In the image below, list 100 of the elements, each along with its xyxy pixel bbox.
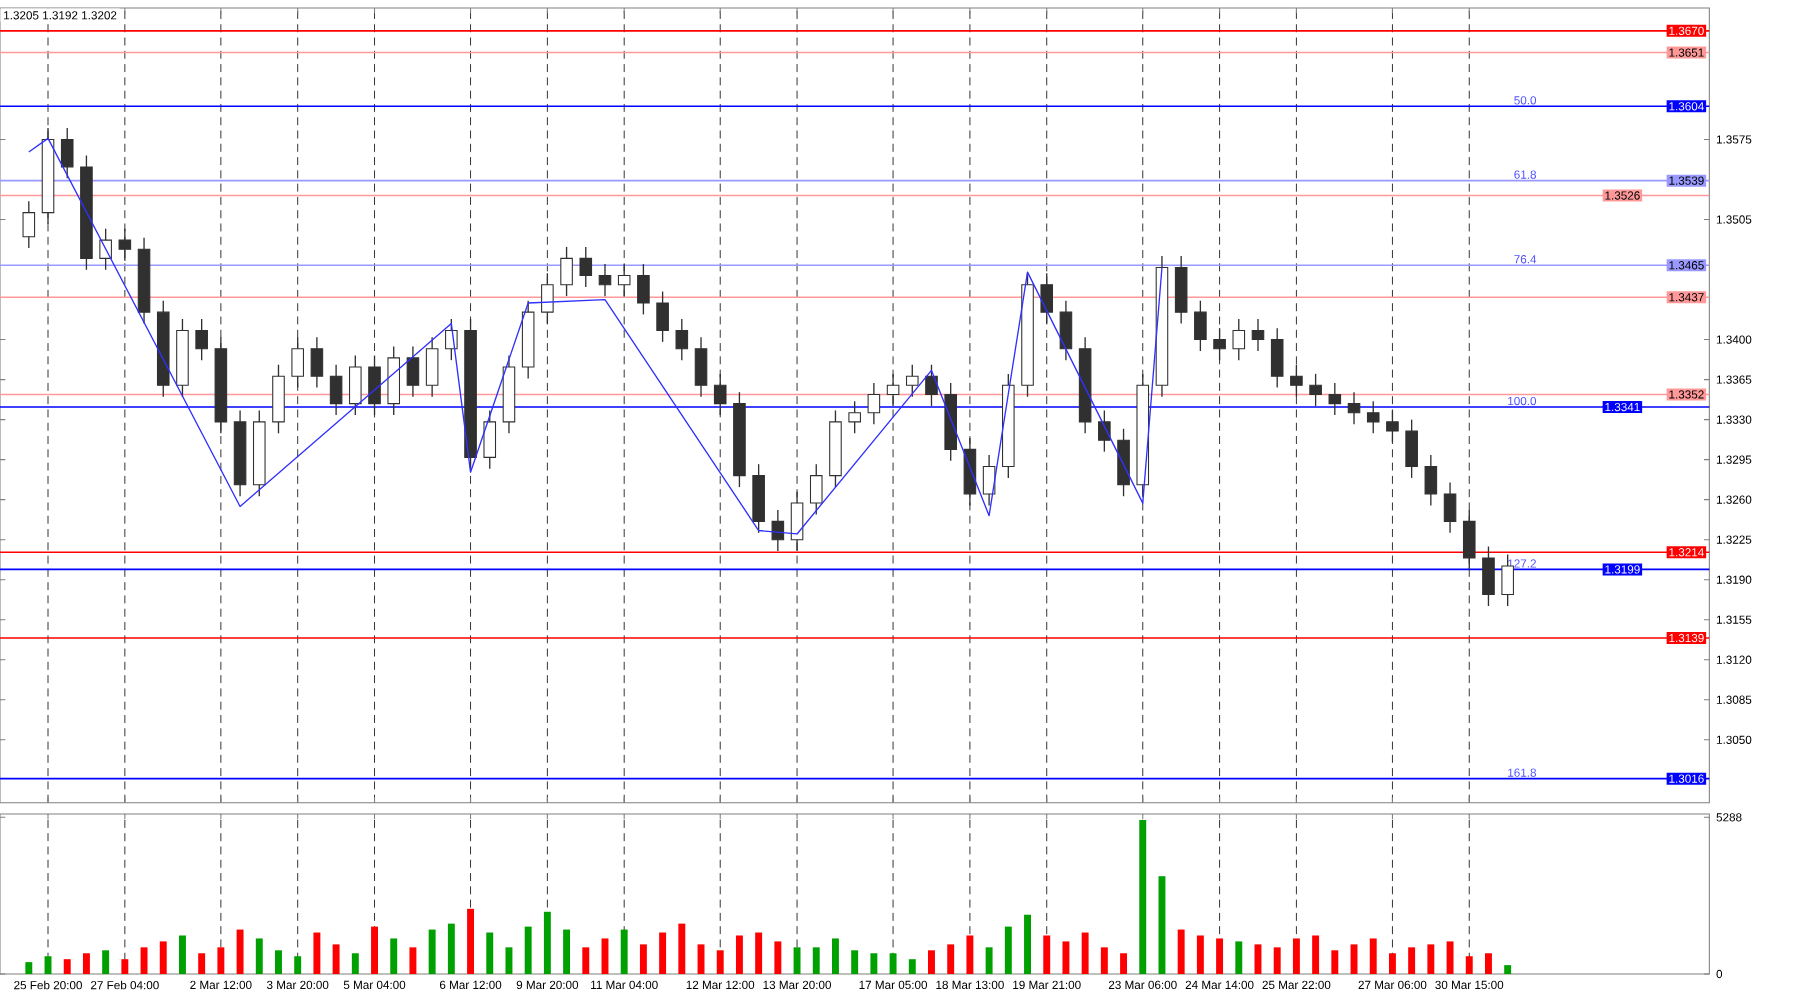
- candlestick: [848, 400, 861, 434]
- candlestick: [1482, 545, 1495, 607]
- candlestick: [982, 454, 996, 507]
- candlestick: [1270, 327, 1284, 389]
- bar: [1427, 944, 1435, 974]
- candlestick: [905, 364, 919, 398]
- bar: [774, 941, 782, 974]
- candlestick: [1424, 454, 1438, 507]
- bar: [1504, 965, 1512, 974]
- bar: [1446, 941, 1454, 974]
- candlestick: [598, 263, 612, 297]
- bar: [1062, 941, 1070, 974]
- candlestick: [291, 336, 304, 389]
- bar: [140, 947, 148, 974]
- candlestick: [118, 227, 132, 262]
- bar: [1331, 950, 1339, 974]
- candlestick: [1174, 255, 1188, 325]
- bar: [928, 950, 935, 974]
- bar: [178, 935, 186, 974]
- bar: [1235, 941, 1243, 974]
- bar: [1004, 926, 1012, 974]
- candlestick: [1251, 318, 1265, 352]
- bar: [159, 941, 167, 974]
- candlestick: [1366, 400, 1380, 434]
- candlestick: [867, 382, 881, 425]
- bar: [735, 935, 743, 974]
- candlestick: [1194, 300, 1207, 352]
- bar: [793, 947, 801, 974]
- candlestick: [963, 437, 977, 507]
- bar: [313, 932, 321, 974]
- candlestick: [1462, 509, 1476, 571]
- candlestick: [1328, 382, 1342, 416]
- candlestick: [1232, 318, 1246, 361]
- bar: [1465, 956, 1473, 974]
- bar: [1408, 947, 1416, 974]
- bar: [889, 953, 897, 974]
- bar: [102, 950, 110, 974]
- candlestick: [752, 463, 765, 534]
- bar: [1024, 914, 1031, 974]
- bar: [947, 944, 955, 974]
- candlestick: [22, 200, 36, 249]
- candlestick: [60, 127, 74, 180]
- bar: [1139, 819, 1147, 974]
- candlestick: [387, 345, 401, 416]
- bar: [870, 953, 878, 974]
- bar: [812, 947, 820, 974]
- bar: [1369, 938, 1377, 974]
- bar: [851, 950, 859, 974]
- candlestick: [713, 373, 727, 416]
- bar: [1081, 932, 1089, 974]
- bar: [985, 947, 993, 974]
- candlestick: [1290, 364, 1303, 398]
- bar: [831, 938, 839, 974]
- bar: [294, 956, 302, 974]
- bar: [639, 944, 647, 974]
- candlestick: [1098, 409, 1111, 453]
- bar: [332, 944, 340, 974]
- bar: [198, 953, 206, 974]
- bar: [524, 926, 532, 974]
- bar: [371, 926, 378, 974]
- candlestick: [1059, 300, 1073, 361]
- bar: [447, 923, 455, 974]
- candlestick: [310, 336, 324, 389]
- candlestick: [1386, 409, 1399, 444]
- bar: [63, 959, 71, 974]
- bar: [1216, 938, 1224, 974]
- bar: [255, 938, 263, 974]
- candlestick: [675, 318, 689, 361]
- bar: [678, 923, 686, 974]
- bar: [428, 929, 436, 974]
- candlestick: [790, 490, 804, 552]
- bar: [1292, 938, 1300, 974]
- bar: [563, 929, 571, 974]
- candlestick: [1309, 373, 1322, 407]
- bar: [1273, 947, 1281, 974]
- candlestick: [425, 336, 439, 398]
- candlestick: [809, 463, 823, 516]
- bar: [82, 953, 90, 974]
- candlestick: [579, 246, 593, 288]
- bar: [390, 938, 398, 974]
- bar: [1485, 953, 1492, 974]
- candlestick: [329, 364, 343, 416]
- candlestick: [656, 290, 669, 343]
- candlestick: [771, 509, 785, 552]
- bar: [543, 911, 551, 974]
- candlestick: [1117, 428, 1130, 497]
- bar: [582, 947, 590, 974]
- bar: [620, 929, 628, 974]
- bar: [409, 947, 417, 974]
- bar: [908, 959, 916, 974]
- bar: [966, 935, 974, 974]
- bar: [1177, 929, 1185, 974]
- candlestick: [272, 364, 285, 434]
- bar: [25, 962, 33, 974]
- candlestick: [886, 373, 900, 407]
- candlestick: [1347, 391, 1361, 425]
- candlestick: [637, 263, 650, 316]
- candlestick: [1040, 272, 1054, 325]
- bar: [1312, 935, 1320, 974]
- bar: [716, 950, 724, 974]
